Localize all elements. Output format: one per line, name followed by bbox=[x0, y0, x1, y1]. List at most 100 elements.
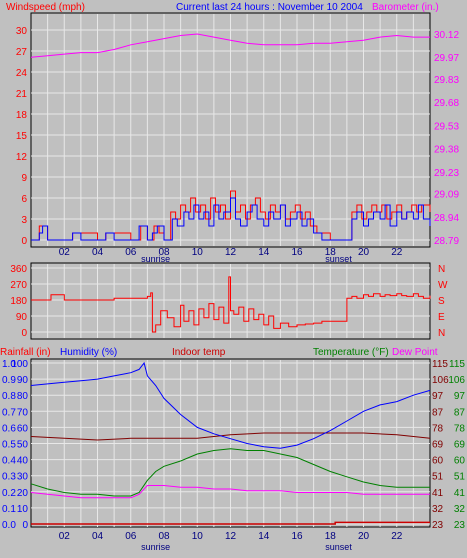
temp-tick-label-right: 97 bbox=[454, 391, 466, 402]
temp-tick-label-left: 32 bbox=[432, 504, 444, 515]
windspeed-tick-label: 0 bbox=[21, 236, 27, 247]
windspeed-label: Windspeed (mph) bbox=[6, 2, 85, 13]
barometer-tick-label: 29.23 bbox=[434, 168, 459, 179]
rainfall-tick-label: 0.1 bbox=[2, 504, 16, 515]
temperature-series-line bbox=[30, 448, 430, 497]
rainfall-tick-label: 0.8 bbox=[2, 391, 16, 402]
temp-tick-label-left: 23 bbox=[432, 520, 444, 531]
humidity-tick-label: 80 bbox=[17, 391, 29, 402]
temp-tick-label-left: 115 bbox=[432, 359, 448, 370]
barometer-tick-label: 29.53 bbox=[434, 121, 459, 132]
temp-tick-label-left: 78 bbox=[432, 423, 444, 434]
data-marks bbox=[30, 33, 431, 525]
temp-tick-label-right: 115 bbox=[449, 359, 465, 370]
rainfall-tick-label: 1.0 bbox=[2, 359, 16, 370]
temp-hour-tick-label: 04 bbox=[92, 531, 104, 542]
humidity-tick-label: 100 bbox=[11, 359, 28, 370]
humidity-tick-label: 60 bbox=[17, 423, 29, 434]
wind-hour-tick-label: 06 bbox=[125, 247, 137, 258]
wind-hour-tick-label: 10 bbox=[192, 247, 204, 258]
temp-hour-tick-label: 08 bbox=[158, 531, 170, 542]
windspeed-tick-label: 3 bbox=[21, 215, 27, 226]
compass-tick-label: N bbox=[438, 264, 445, 275]
temp-hour-tick-label: 18 bbox=[325, 531, 337, 542]
wind-hour-tick-label: 22 bbox=[391, 247, 403, 258]
chart-title: Current last 24 hours : November 10 2004 bbox=[176, 2, 363, 13]
direction-tick-label: 0 bbox=[21, 328, 27, 339]
windspeed-tick-label: 9 bbox=[21, 173, 27, 184]
indoor-temp-label: Indoor temp bbox=[172, 347, 226, 358]
temp-hour-tick-label: 10 bbox=[192, 531, 204, 542]
temp-tick-label-left: 51 bbox=[432, 472, 444, 483]
direction-tick-label: 180 bbox=[10, 296, 27, 307]
rainfall-tick-label: 0.0 bbox=[2, 520, 16, 531]
barometer-tick-label: 28.94 bbox=[434, 213, 459, 224]
temp-sunrise-label: sunrise bbox=[141, 542, 170, 552]
humidity-tick-label: 10 bbox=[17, 504, 29, 515]
direction-tick-label: 360 bbox=[10, 264, 27, 275]
tick-labels: 30272421181512963030.1229.9729.8329.6829… bbox=[2, 26, 465, 552]
barometer-tick-label: 28.79 bbox=[434, 236, 459, 247]
barometer-series-line bbox=[30, 33, 430, 58]
rainfall-tick-label: 0.6 bbox=[2, 423, 16, 434]
rainfall-tick-label: 0.9 bbox=[2, 375, 16, 386]
temp-tick-label-right: 78 bbox=[454, 423, 466, 434]
humidity-tick-label: 90 bbox=[17, 375, 29, 386]
wind-hour-tick-label: 04 bbox=[92, 247, 104, 258]
rainfall-tick-label: 0.4 bbox=[2, 456, 16, 467]
wind-speed-series-line bbox=[31, 197, 431, 241]
wind-hour-tick-label: 20 bbox=[358, 247, 370, 258]
windspeed-tick-label: 30 bbox=[16, 26, 28, 37]
barometer-tick-label: 30.12 bbox=[434, 30, 459, 41]
rainfall-tick-label: 0.2 bbox=[2, 488, 16, 499]
temp-tick-label-right: 32 bbox=[454, 504, 466, 515]
humidity-tick-label: 40 bbox=[17, 456, 29, 467]
temp-tick-label-left: 106 bbox=[432, 375, 449, 386]
temp-hour-tick-label: 14 bbox=[258, 531, 270, 542]
temp-hour-tick-label: 06 bbox=[125, 531, 137, 542]
temperature-label: Temperature (°F) bbox=[313, 347, 389, 358]
temp-tick-label-left: 87 bbox=[432, 407, 444, 418]
humidity-tick-label: 70 bbox=[17, 407, 29, 418]
wind-hour-tick-label: 18 bbox=[325, 247, 337, 258]
compass-tick-label: E bbox=[438, 312, 445, 323]
humidity-tick-label: 0 bbox=[22, 520, 28, 531]
rainfall-label: Rainfall (in) bbox=[0, 347, 51, 358]
direction-tick-label: 90 bbox=[16, 312, 28, 323]
temp-tick-label-left: 60 bbox=[432, 456, 444, 467]
compass-tick-label: S bbox=[438, 296, 445, 307]
temp-tick-label-right: 60 bbox=[454, 456, 466, 467]
wind-hour-tick-label: 14 bbox=[258, 247, 270, 258]
dewpoint-label: Dew Point bbox=[392, 347, 438, 358]
windspeed-tick-label: 12 bbox=[16, 152, 28, 163]
wind-hour-tick-label: 02 bbox=[59, 247, 71, 258]
humidity-label: Humidity (%) bbox=[60, 347, 117, 358]
barometer-tick-label: 29.97 bbox=[434, 53, 459, 64]
wind-direction-series-line bbox=[31, 276, 431, 333]
temp-tick-label-left: 97 bbox=[432, 391, 444, 402]
windspeed-tick-label: 18 bbox=[16, 110, 28, 121]
barometer-tick-label: 29.09 bbox=[434, 190, 459, 201]
temp-tick-label-right: 69 bbox=[454, 440, 466, 451]
rainfall-tick-label: 0.3 bbox=[2, 472, 16, 483]
windspeed-tick-label: 24 bbox=[16, 68, 28, 79]
barometer-label: Barometer (in.) bbox=[372, 2, 439, 13]
rainfall-tick-label: 0.5 bbox=[2, 440, 16, 451]
windspeed-tick-label: 15 bbox=[16, 131, 28, 142]
temp-tick-label-right: 51 bbox=[454, 472, 466, 483]
windspeed-tick-label: 27 bbox=[16, 47, 28, 58]
humidity-tick-label: 50 bbox=[17, 440, 29, 451]
wind-sunset-label: sunset bbox=[325, 254, 352, 264]
temp-hour-tick-label: 12 bbox=[225, 531, 237, 542]
temp-tick-label-right: 106 bbox=[448, 375, 465, 386]
barometer-tick-label: 29.38 bbox=[434, 145, 459, 156]
indoor-temp-series-line bbox=[30, 432, 431, 441]
temp-hour-tick-label: 20 bbox=[358, 531, 370, 542]
compass-tick-label: N bbox=[438, 328, 445, 339]
windspeed-tick-label: 6 bbox=[21, 194, 27, 205]
humidity-tick-label: 20 bbox=[17, 488, 29, 499]
temp-tick-label-left: 69 bbox=[432, 440, 444, 451]
temp-tick-label-right: 87 bbox=[454, 407, 466, 418]
temp-hour-tick-label: 22 bbox=[391, 531, 403, 542]
temp-tick-label-right: 23 bbox=[454, 520, 466, 531]
